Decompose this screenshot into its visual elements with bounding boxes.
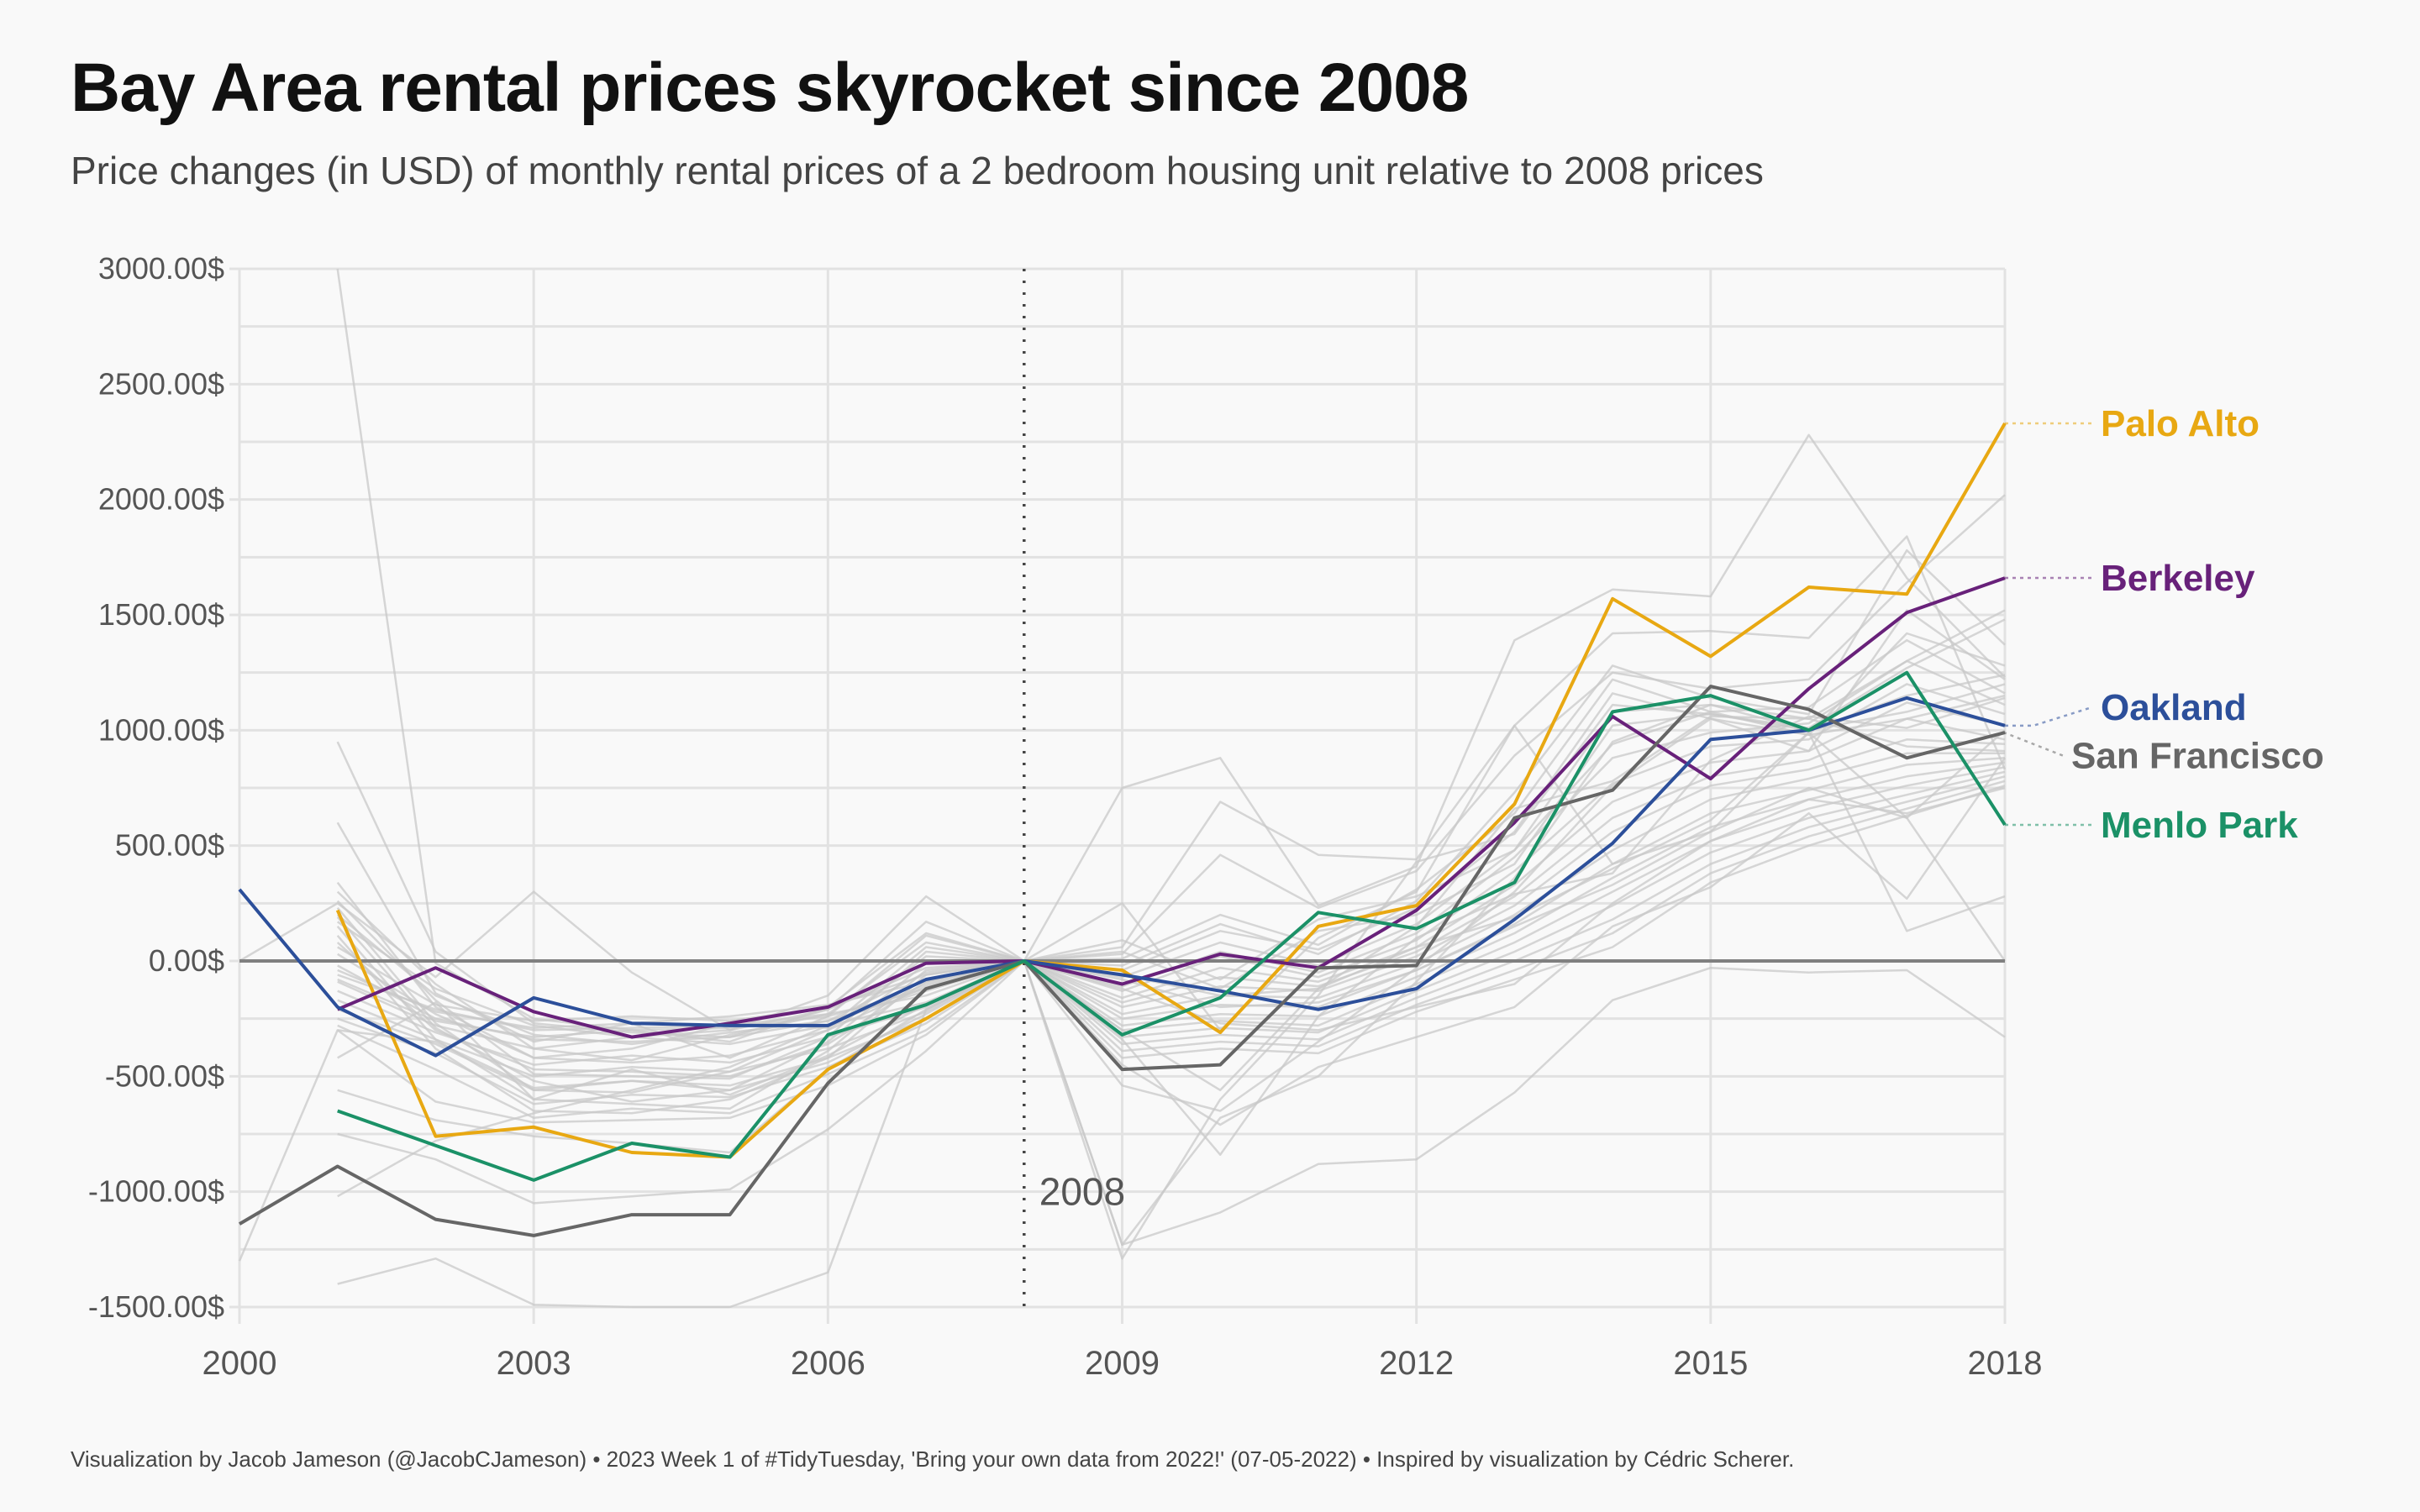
series-labels-group: Palo Alto Berkeley Oakland San Francisco Men… — [2003, 403, 2324, 846]
chart-caption: Visualization by Jacob Jameson (@JacobCJ… — [71, 1446, 1795, 1472]
background-series-line — [336, 659, 2006, 1103]
series-line-menlo-park — [337, 670, 2007, 1182]
background-series-line — [337, 731, 2006, 1029]
x-tick-label: 2000 — [203, 1345, 277, 1382]
background-series-line — [337, 959, 2006, 1309]
background-series-line — [337, 786, 2007, 1022]
y-tick-label: 2000.00$ — [98, 482, 224, 517]
chart-subtitle: Price changes (in USD) of monthly rental… — [71, 149, 1764, 192]
series-line-oakland — [238, 696, 2006, 1058]
background-series-line — [337, 766, 2006, 1066]
y-tick-label: 500.00$ — [115, 828, 224, 863]
y-tick-label: -1000.00$ — [88, 1174, 224, 1209]
background-series-line — [337, 785, 2006, 1120]
series-label-menlo-park: Menlo Park — [2101, 805, 2298, 846]
y-tick-label: -500.00$ — [105, 1058, 224, 1093]
x-tick-label: 2006 — [791, 1345, 865, 1382]
y-tick-label: 1000.00$ — [98, 712, 224, 747]
x-tick-label: 2009 — [1085, 1345, 1160, 1382]
background-series-line — [337, 683, 2006, 1247]
series-label-san-francisco: San Francisco — [2071, 736, 2324, 777]
series-label-palo-alto: Palo Alto — [2101, 403, 2260, 444]
label-connector-oakland — [2005, 706, 2093, 727]
background-series-line — [336, 757, 2007, 1126]
series-label-oakland: Oakland — [2101, 687, 2247, 728]
x-tick-label: 2018 — [1968, 1345, 2043, 1382]
background-series-line — [336, 717, 2006, 1078]
y-tick-label: 1500.00$ — [98, 597, 224, 632]
chart-title: Bay Area rental prices skyrocket since 2… — [71, 50, 1469, 126]
background-series-line — [336, 618, 2006, 1046]
y-tick-label: -1500.00$ — [88, 1289, 224, 1324]
series-line-san-francisco — [238, 685, 2006, 1237]
background-series-line — [336, 609, 2006, 1080]
background-series-line — [337, 775, 2006, 1092]
grid — [238, 267, 2007, 1324]
background-series-line — [337, 761, 2006, 1050]
background-series-line — [337, 694, 2006, 1198]
background-series-line — [337, 770, 2006, 1078]
background-series-line — [337, 752, 2005, 1043]
highlight-series-group — [238, 423, 2007, 1237]
label-connector-san-francisco — [2003, 731, 2064, 757]
series-label-berkeley: Berkeley — [2101, 558, 2255, 599]
x-tick-label: 2003 — [497, 1345, 571, 1382]
background-series-line — [336, 494, 2006, 1059]
y-tick-label: 2500.00$ — [98, 366, 224, 401]
background-series-line — [336, 683, 2006, 1110]
axes-group: 3000.00$ 2500.00$ 2000.00$ 1500.00$ 1000.00$… — [88, 251, 2043, 1382]
background-series-line — [337, 696, 2006, 1156]
reference-line-label: 2008 — [1039, 1170, 1125, 1214]
background-series-line — [337, 757, 2006, 1032]
background-series-line — [337, 780, 2006, 1105]
background-series-line — [337, 738, 2006, 1064]
background-series-line — [336, 701, 2006, 1115]
reference-line-group: 2008 — [239, 269, 2005, 1307]
y-tick-label: 0.00$ — [149, 943, 224, 978]
x-tick-label: 2012 — [1379, 1345, 1454, 1382]
x-tick-label: 2015 — [1673, 1345, 1748, 1382]
series-line-berkeley — [336, 576, 2006, 1039]
y-tick-label: 3000.00$ — [98, 251, 224, 286]
